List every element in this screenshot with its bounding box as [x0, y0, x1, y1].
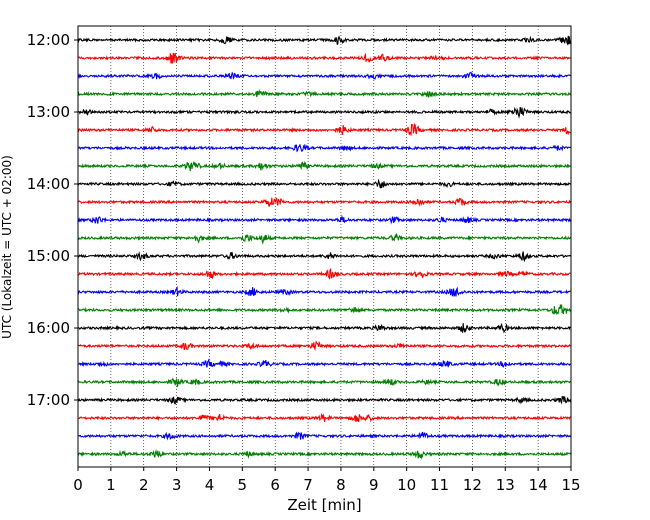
- trace-line: [77, 178, 572, 189]
- trace-line: [77, 251, 572, 263]
- y-tick-label: 12:00: [27, 31, 70, 49]
- trace-line: [77, 340, 571, 351]
- trace-line: [77, 431, 572, 441]
- trace-line: [77, 123, 571, 136]
- trace-line: [77, 322, 571, 334]
- trace-line: [77, 197, 572, 207]
- x-tick-label: 14: [529, 476, 548, 494]
- x-tick-label: 4: [205, 476, 215, 494]
- x-tick-label: 5: [238, 476, 248, 494]
- x-tick-label: 2: [139, 476, 149, 494]
- y-axis-label: UTC (Lokalzeit = UTC + 02:00): [0, 155, 14, 339]
- x-tick-label: 6: [270, 476, 280, 494]
- trace-line: [77, 160, 572, 172]
- x-tick-label: 1: [106, 476, 116, 494]
- trace-line: [77, 232, 572, 245]
- trace-line: [77, 449, 572, 460]
- y-tick-label: 14:00: [27, 175, 70, 193]
- trace-line: [77, 412, 571, 423]
- x-tick-label: 11: [430, 476, 449, 494]
- trace-line: [77, 377, 571, 387]
- y-tick-label: 16:00: [27, 319, 70, 337]
- trace-line: [77, 88, 572, 98]
- trace-line: [77, 143, 571, 153]
- trace-line: [77, 106, 572, 119]
- plot-frame: [77, 25, 572, 468]
- x-axis: 0 1 2 3 4 5 6 7 8 9 10 11 12 13 14 15: [73, 467, 581, 494]
- x-tick-label: 8: [336, 476, 346, 494]
- trace-group: [77, 35, 572, 460]
- y-tick-label: 13:00: [27, 103, 70, 121]
- trace-line: [77, 52, 571, 64]
- x-tick-label: 3: [172, 476, 182, 494]
- y-tick-label: 15:00: [27, 247, 70, 265]
- trace-line: [77, 304, 572, 316]
- x-tick-label: 12: [463, 476, 482, 494]
- trace-line: [77, 71, 571, 80]
- trace-line: [77, 35, 572, 46]
- trace-line: [77, 396, 572, 405]
- x-tick-label: 0: [73, 476, 83, 494]
- trace-line: [77, 285, 571, 298]
- y-tick-label: 17:00: [27, 391, 70, 409]
- trace-line: [77, 267, 571, 280]
- x-tick-label: 10: [397, 476, 416, 494]
- trace-line: [77, 214, 572, 225]
- x-axis-label: Zeit [min]: [287, 496, 361, 514]
- x-tick-label: 15: [561, 476, 580, 494]
- x-tick-label: 9: [369, 476, 379, 494]
- x-tick-label: 13: [496, 476, 515, 494]
- y-axis: 12:00 13:00 14:00 15:00 16:00 17:00: [27, 31, 78, 409]
- x-tick-label: 7: [303, 476, 313, 494]
- trace-line: [77, 357, 571, 368]
